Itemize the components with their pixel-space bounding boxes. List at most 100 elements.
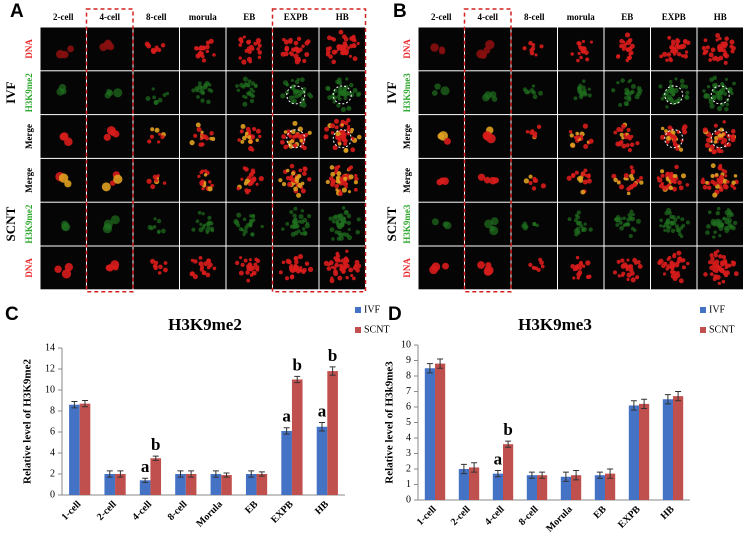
- nucleus: [302, 58, 307, 64]
- nucleus: [242, 35, 246, 39]
- nucleus: [292, 213, 297, 218]
- error-bar: [106, 470, 113, 478]
- x-tick-label: HB: [313, 499, 331, 517]
- nucleus: [245, 270, 250, 275]
- nucleus: [721, 137, 728, 144]
- bar: [281, 430, 292, 495]
- nucleus: [156, 174, 160, 178]
- nucleus: [581, 39, 586, 44]
- nucleus: [626, 191, 631, 196]
- legend-label: SCNT: [364, 324, 390, 335]
- nucleus: [623, 173, 629, 179]
- nucleus: [611, 88, 616, 93]
- nucleus: [713, 274, 718, 279]
- nucleus: [534, 53, 538, 57]
- legend-label: IVF: [364, 304, 381, 315]
- significance-letter: b: [293, 355, 302, 374]
- micrograph: [180, 202, 226, 246]
- nucleus: [240, 177, 244, 181]
- nucleus: [680, 217, 685, 222]
- x-tick-label: 1-cell: [415, 504, 439, 528]
- nucleus: [303, 231, 308, 236]
- bar: [560, 476, 571, 500]
- nucleus: [710, 146, 714, 150]
- y-tick-label: 1: [406, 479, 411, 490]
- significance-letter: a: [141, 457, 150, 476]
- nucleus: [252, 176, 257, 181]
- bar: [115, 474, 126, 495]
- error-bar: [471, 462, 478, 473]
- error-bar: [212, 470, 219, 478]
- nucleus: [338, 97, 342, 101]
- nucleus: [680, 173, 687, 179]
- nucleus: [615, 223, 620, 227]
- panel-letter: A: [10, 1, 24, 22]
- nucleus: [352, 43, 357, 49]
- nucleus: [628, 51, 633, 56]
- nucleus: [255, 265, 260, 270]
- nucleus: [701, 46, 706, 51]
- nucleus: [209, 131, 214, 136]
- column-header: HB: [336, 12, 349, 22]
- nucleus: [290, 129, 296, 135]
- nucleus: [153, 100, 159, 106]
- nucleus: [260, 224, 264, 229]
- nucleus: [678, 278, 684, 284]
- nucleus: [206, 225, 210, 229]
- nucleus: [669, 220, 674, 225]
- y-tick-label: 7: [406, 386, 411, 397]
- nucleus: [201, 270, 206, 276]
- nucleus: [251, 265, 256, 270]
- nucleus: [703, 272, 708, 277]
- nucleus: [255, 182, 259, 186]
- nucleus: [146, 43, 152, 49]
- nucleus: [299, 231, 304, 236]
- nucleus: [441, 177, 449, 186]
- x-tick-label: 4-cell: [130, 499, 154, 523]
- nucleus: [293, 186, 298, 192]
- nucleus: [718, 89, 723, 93]
- nucleus: [715, 56, 721, 62]
- nucleus: [677, 44, 682, 50]
- nucleus: [724, 36, 729, 41]
- nucleus: [686, 261, 690, 266]
- nucleus: [664, 129, 668, 133]
- nucleus: [700, 179, 706, 185]
- nucleus: [719, 127, 724, 132]
- error-bar: [283, 427, 290, 435]
- nucleus: [539, 44, 544, 49]
- bar: [537, 475, 548, 500]
- nucleus: [636, 91, 642, 97]
- nucleus: [337, 164, 341, 169]
- bar: [316, 426, 328, 495]
- nucleus: [153, 217, 157, 221]
- nucleus: [712, 83, 716, 87]
- nucleus: [660, 169, 665, 174]
- nucleus: [576, 210, 581, 215]
- dashed-circle: [332, 85, 352, 105]
- y-tick-label: 6: [406, 401, 411, 412]
- y-tick-label: 6: [50, 426, 55, 437]
- bar: [150, 458, 162, 495]
- nucleus: [341, 47, 347, 52]
- nucleus: [339, 213, 344, 218]
- nucleus: [325, 49, 331, 55]
- nucleus: [721, 279, 726, 284]
- nucleus: [161, 228, 166, 234]
- nucleus: [578, 266, 583, 270]
- bar: [503, 444, 514, 500]
- nucleus: [675, 41, 679, 46]
- nucleus: [680, 54, 685, 58]
- nucleus: [346, 220, 352, 226]
- nucleus: [246, 267, 251, 272]
- nucleus: [626, 134, 631, 138]
- nucleus: [675, 37, 679, 42]
- nucleus: [288, 265, 293, 270]
- y-tick-label: 2: [50, 468, 55, 479]
- row-label: H3K9me2: [24, 204, 34, 243]
- nucleus: [346, 124, 351, 129]
- nucleus: [572, 276, 576, 280]
- nucleus: [200, 169, 205, 173]
- nucleus: [203, 261, 209, 267]
- nucleus: [587, 174, 591, 178]
